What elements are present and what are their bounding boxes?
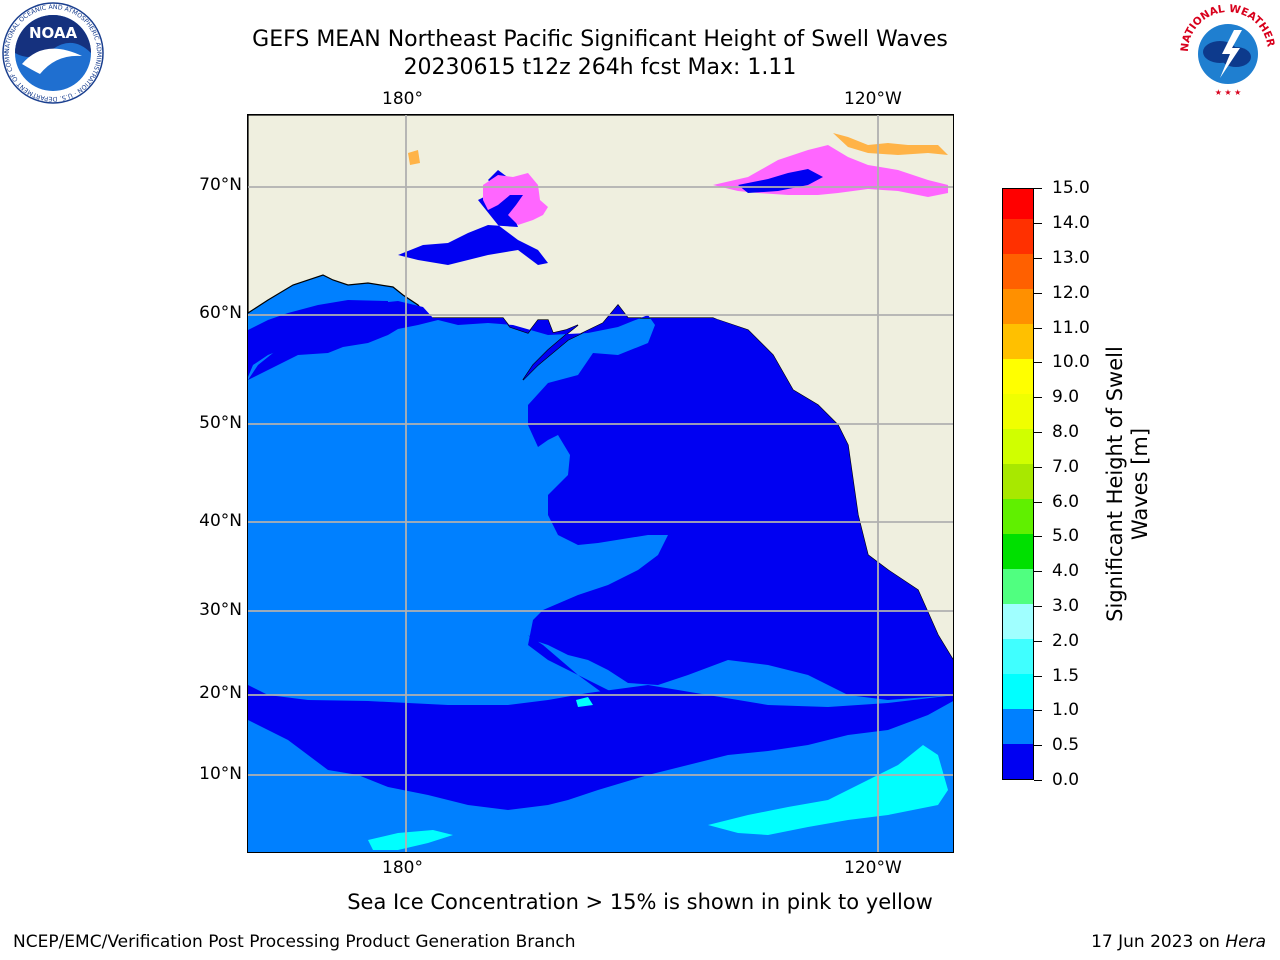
colorbar-segment bbox=[1003, 499, 1033, 534]
colorbar-label: 5.0 bbox=[1052, 526, 1080, 546]
ocean-dark-northeast bbox=[248, 301, 953, 700]
lat-tick-30n: 30°N bbox=[199, 600, 242, 620]
colorbar-tick bbox=[1034, 745, 1042, 746]
colorbar-label: 8.0 bbox=[1052, 422, 1080, 442]
colorbar-label: 14.0 bbox=[1052, 213, 1090, 233]
colorbar-tick bbox=[1034, 258, 1042, 259]
colorbar-tick bbox=[1034, 780, 1042, 781]
colorbar-segment bbox=[1003, 359, 1033, 394]
colorbar-segment bbox=[1003, 569, 1033, 604]
sea-ice-small-orange bbox=[408, 150, 420, 165]
colorbar-label: 4.0 bbox=[1052, 561, 1080, 581]
colorbar-label: 1.0 bbox=[1052, 700, 1080, 720]
sea-ice-note: Sea Ice Concentration > 15% is shown in … bbox=[347, 890, 933, 914]
colorbar-tick bbox=[1034, 606, 1042, 607]
lon-tick-bottom-180: 180° bbox=[382, 858, 423, 878]
lat-tick-10n: 10°N bbox=[199, 764, 242, 784]
colorbar-title: Significant Height of Swell Waves [m] bbox=[1103, 346, 1152, 622]
colorbar-tick bbox=[1034, 328, 1042, 329]
colorbar-segment bbox=[1003, 429, 1033, 464]
lat-tick-70n: 70°N bbox=[199, 175, 242, 195]
colorbar-label: 2.0 bbox=[1052, 631, 1080, 651]
graticule bbox=[248, 115, 953, 852]
lat-tick-60n: 60°N bbox=[199, 303, 242, 323]
colorbar-segment bbox=[1003, 604, 1033, 639]
nws-logo: NATIONAL WEATHER SERVICE ★ ★ ★ bbox=[1174, 0, 1278, 102]
colorbar-tick bbox=[1034, 536, 1042, 537]
lat-tick-20n: 20°N bbox=[199, 683, 242, 703]
colorbar-label: 15.0 bbox=[1052, 178, 1090, 198]
colorbar-label: 7.0 bbox=[1052, 457, 1080, 477]
footer-date: 17 Jun 2023 on Hera bbox=[1091, 932, 1266, 952]
lat-tick-40n: 40°N bbox=[199, 511, 242, 531]
colorbar-tick bbox=[1034, 467, 1042, 468]
ocean-cyan-small bbox=[576, 697, 593, 707]
sea-ice-orange-edges bbox=[833, 133, 948, 155]
colorbar-label: 9.0 bbox=[1052, 387, 1080, 407]
ocean-cyan-south bbox=[368, 830, 453, 850]
footer-credit: NCEP/EMC/Verification Post Processing Pr… bbox=[13, 932, 576, 952]
colorbar-label: 10.0 bbox=[1052, 352, 1090, 372]
colorbar-tick bbox=[1034, 293, 1042, 294]
noaa-logo: NATIONAL OCEANIC AND ATMOSPHERIC ADMINIS… bbox=[0, 0, 104, 104]
colorbar-tick bbox=[1034, 676, 1042, 677]
ocean-dark-tropical bbox=[248, 685, 953, 810]
colorbar-label: 1.5 bbox=[1052, 666, 1080, 686]
colorbar-segment bbox=[1003, 289, 1033, 324]
colorbar-tick bbox=[1034, 362, 1042, 363]
chart-title: GEFS MEAN Northeast Pacific Significant … bbox=[252, 27, 948, 52]
lon-tick-top-180: 180° bbox=[382, 89, 423, 109]
colorbar-tick bbox=[1034, 223, 1042, 224]
colorbar-tick bbox=[1034, 641, 1042, 642]
colorbar-label: 12.0 bbox=[1052, 283, 1090, 303]
colorbar-segment bbox=[1003, 534, 1033, 569]
colorbar-segment bbox=[1003, 709, 1033, 744]
nws-stars-icon: ★ ★ ★ bbox=[1215, 88, 1242, 97]
forecast-subtitle: 20230615 t12z 264h fcst Max: 1.11 bbox=[403, 55, 797, 80]
footer-machine: Hera bbox=[1225, 932, 1266, 952]
colorbar-label: 13.0 bbox=[1052, 248, 1090, 268]
colorbar-segment bbox=[1003, 639, 1033, 674]
footer-date-text: 17 Jun 2023 on bbox=[1091, 932, 1226, 952]
ocean-cyan-east bbox=[708, 745, 948, 835]
colorbar-segment bbox=[1003, 744, 1033, 779]
colorbar-tick bbox=[1034, 397, 1042, 398]
colorbar-segment bbox=[1003, 464, 1033, 499]
colorbar-label: 11.0 bbox=[1052, 318, 1090, 338]
sea-ice-chukchi bbox=[483, 173, 548, 225]
lon-tick-top-120w: 120°W bbox=[844, 89, 902, 109]
colorbar-label: 0.0 bbox=[1052, 770, 1080, 790]
colorbar bbox=[1002, 188, 1034, 780]
lat-tick-50n: 50°N bbox=[199, 413, 242, 433]
colorbar-segment bbox=[1003, 189, 1033, 219]
map-panel bbox=[247, 114, 954, 853]
colorbar-label: 6.0 bbox=[1052, 492, 1080, 512]
colorbar-tick bbox=[1034, 188, 1042, 189]
colorbar-tick bbox=[1034, 571, 1042, 572]
colorbar-tick bbox=[1034, 502, 1042, 503]
colorbar-tick bbox=[1034, 432, 1042, 433]
colorbar-segment bbox=[1003, 674, 1033, 709]
colorbar-label: 0.5 bbox=[1052, 735, 1080, 755]
lon-tick-bottom-120w: 120°W bbox=[844, 858, 902, 878]
colorbar-tick bbox=[1034, 710, 1042, 711]
colorbar-segment bbox=[1003, 324, 1033, 359]
colorbar-segment bbox=[1003, 254, 1033, 289]
noaa-logo-text: NOAA bbox=[29, 24, 78, 42]
colorbar-label: 3.0 bbox=[1052, 596, 1080, 616]
ocean-dark-bering bbox=[248, 300, 388, 377]
colorbar-segment bbox=[1003, 394, 1033, 429]
colorbar-segment bbox=[1003, 219, 1033, 254]
